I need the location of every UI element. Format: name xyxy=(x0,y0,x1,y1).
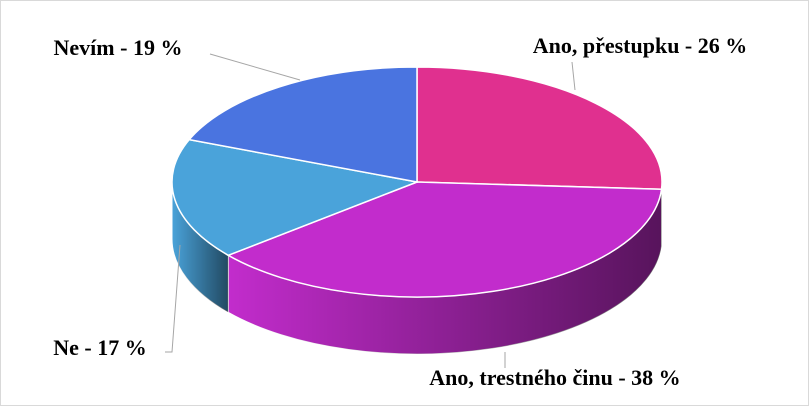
data-label: Ne - 17 % xyxy=(53,335,146,360)
slice xyxy=(187,66,418,183)
leader-line xyxy=(209,53,301,81)
slice-side-shade xyxy=(228,189,662,354)
leader-line xyxy=(571,61,576,91)
data-label: Ano, přestupku - 26 % xyxy=(533,33,748,58)
slice xyxy=(416,66,663,190)
data-label: Nevím - 19 % xyxy=(54,35,183,60)
slice-side-shade xyxy=(172,182,229,313)
slice xyxy=(226,181,663,298)
slice xyxy=(171,138,420,257)
data-label: Ano, trestného činu - 38 % xyxy=(429,365,680,390)
leader-line xyxy=(165,244,181,353)
